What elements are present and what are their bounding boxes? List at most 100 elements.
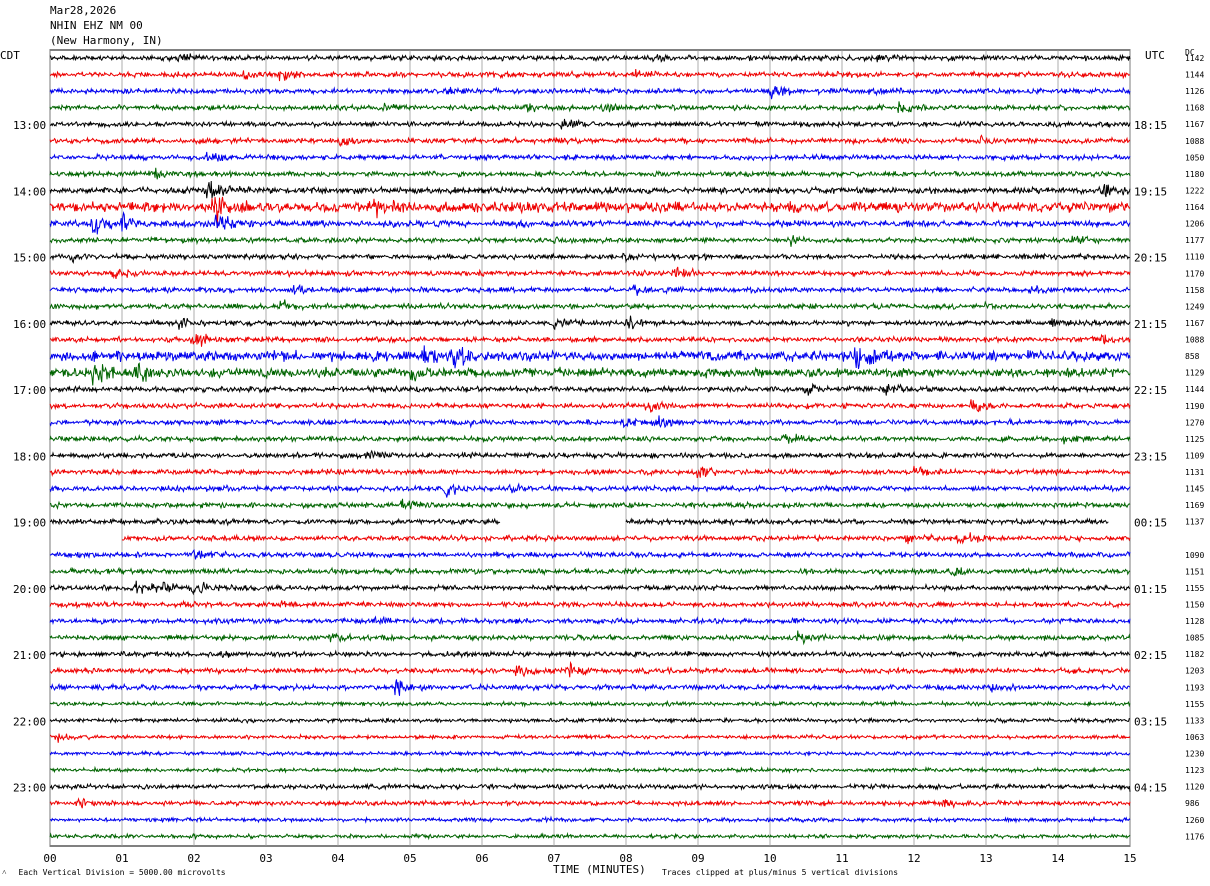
trace-row-9 <box>49 180 1131 199</box>
trace-row-17 <box>49 315 1131 331</box>
clip-note: Traces clipped at plus/minus 5 vertical … <box>662 868 899 877</box>
trace-row-43 <box>49 749 1131 758</box>
trace-row-41 <box>49 716 1131 725</box>
dc-offset-label: 1151 <box>1185 567 1204 576</box>
dc-offset-label: 1167 <box>1185 120 1204 129</box>
dc-offset-label: 1063 <box>1185 733 1204 742</box>
dc-offset-label: 1125 <box>1185 435 1204 444</box>
x-tick-label: 07 <box>547 852 560 865</box>
trace-row-5 <box>49 118 1131 130</box>
trace-row-14 <box>49 266 1131 280</box>
trace-row-22 <box>49 399 1131 413</box>
dc-offset-label: 1260 <box>1185 816 1204 825</box>
right-time-label: 01:15 <box>1134 583 1167 596</box>
dc-offset-label: 1164 <box>1185 203 1204 212</box>
dc-offset-label: 1155 <box>1185 700 1204 709</box>
dc-offset-label: 1090 <box>1185 551 1204 560</box>
trace-row-29 <box>49 517 501 527</box>
trace-row-21 <box>49 382 1131 396</box>
right-timezone-label: UTC <box>1145 49 1165 62</box>
left-time-label: 21:00 <box>13 649 46 662</box>
trace-row-28 <box>49 498 1131 511</box>
trace-row-16 <box>49 299 1131 312</box>
trace-row-35 <box>49 615 1131 626</box>
trace-row-11 <box>49 211 1131 235</box>
x-tick-label: 09 <box>691 852 704 865</box>
x-tick-label: 08 <box>619 852 632 865</box>
dc-offset-label: 1167 <box>1185 319 1204 328</box>
trace-row-4 <box>49 101 1131 113</box>
dc-offset-label: 1222 <box>1185 186 1204 195</box>
left-time-label: 13:00 <box>13 119 46 132</box>
trace-row-10 <box>49 196 1131 228</box>
left-time-label: 17:00 <box>13 384 46 397</box>
label-layer: 00 01 02 03 04 05 06 07 08 09 10 11 12 13 14 15 1142 1144… <box>13 54 1204 865</box>
trace-row-13 <box>49 252 1131 265</box>
trace-row-15 <box>49 283 1131 296</box>
trace-row-26 <box>49 465 1131 479</box>
right-time-label: 04:15 <box>1134 782 1167 795</box>
dc-offset-label: 1168 <box>1185 104 1204 113</box>
dc-offset-label: 1150 <box>1185 600 1204 609</box>
dc-offset-label: 1249 <box>1185 302 1204 311</box>
x-tick-label: 11 <box>835 852 848 865</box>
trace-row-48 <box>49 831 1131 841</box>
left-time-label: 23:00 <box>13 782 46 795</box>
x-axis-label: TIME (MINUTES) <box>553 863 646 876</box>
right-time-label: 03:15 <box>1134 715 1167 728</box>
dc-offset-label: 1110 <box>1185 253 1204 262</box>
dc-offset-label: 1129 <box>1185 369 1204 378</box>
right-time-label: 22:15 <box>1134 384 1167 397</box>
dc-offset-label: 1155 <box>1185 584 1204 593</box>
right-time-label: 02:15 <box>1134 649 1167 662</box>
trace-row-7 <box>49 151 1131 163</box>
dc-offset-label: 1144 <box>1185 385 1204 394</box>
dc-offset-label: 1145 <box>1185 485 1204 494</box>
dc-offset-label: 1128 <box>1185 617 1204 626</box>
left-time-label: 19:00 <box>13 517 46 530</box>
dc-offset-label: 1133 <box>1185 716 1204 725</box>
trace-row-19 <box>49 345 1131 370</box>
trace-row-29 <box>625 517 1109 527</box>
trace-row-40 <box>49 699 1131 708</box>
x-tick-label: 04 <box>331 852 345 865</box>
left-time-label: 16:00 <box>13 318 46 331</box>
trace-row-23 <box>49 415 1131 429</box>
dc-offset-label: 1158 <box>1185 286 1204 295</box>
x-tick-label: 15 <box>1123 852 1136 865</box>
left-time-label: 22:00 <box>13 715 46 728</box>
trace-row-31 <box>49 548 1131 560</box>
dc-offset-label: 1180 <box>1185 170 1204 179</box>
dc-offset-label: 1109 <box>1185 451 1204 460</box>
dc-offset-label: 1120 <box>1185 783 1204 792</box>
x-tick-label: 03 <box>259 852 272 865</box>
x-tick-label: 06 <box>475 852 488 865</box>
trace-layer <box>49 53 1131 841</box>
dc-offset-label: 1177 <box>1185 236 1204 245</box>
trace-row-32 <box>49 566 1131 577</box>
scale-note: ˄ Each Vertical Division = 5000.00 microv… <box>2 868 226 877</box>
x-tick-label: 13 <box>979 852 992 865</box>
dc-offset-label: 1137 <box>1185 518 1204 527</box>
left-time-label: 18:00 <box>13 450 46 463</box>
dc-offset-label: 1182 <box>1185 650 1204 659</box>
right-time-label: 19:15 <box>1134 185 1167 198</box>
trace-row-39 <box>49 679 1131 696</box>
x-tick-label: 14 <box>1051 852 1065 865</box>
left-time-label: 14:00 <box>13 185 46 198</box>
dc-offset-label: 1169 <box>1185 501 1204 510</box>
trace-row-24 <box>49 433 1131 445</box>
x-tick-label: 10 <box>763 852 776 865</box>
trace-row-18 <box>49 333 1131 347</box>
x-tick-label: 00 <box>43 852 56 865</box>
right-time-label: 00:15 <box>1134 517 1167 530</box>
x-tick-label: 05 <box>403 852 416 865</box>
header-date: Mar28,2026 <box>50 4 117 17</box>
trace-row-46 <box>49 797 1131 809</box>
dc-offset-label: 1142 <box>1185 54 1204 63</box>
trace-row-30 <box>121 532 1131 545</box>
trace-row-42 <box>49 732 1131 743</box>
dc-offset-label: 1230 <box>1185 750 1204 759</box>
trace-row-47 <box>49 815 1131 824</box>
dc-offset-label: 1193 <box>1185 683 1204 692</box>
